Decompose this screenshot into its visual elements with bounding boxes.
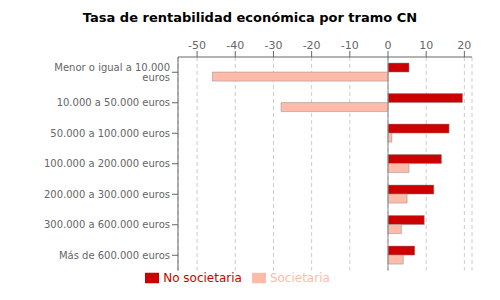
svg-text:200.000 a 300.000 euros: 200.000 a 300.000 euros — [44, 189, 170, 200]
svg-text:Menor o igual a 10.000euros: Menor o igual a 10.000euros — [54, 62, 170, 83]
svg-text:50.000 a 100.000 euros: 50.000 a 100.000 euros — [50, 128, 170, 139]
svg-text:-10: -10 — [341, 39, 359, 52]
svg-text:10: 10 — [419, 39, 433, 52]
html-text:Tasa de rentabilidad económica: Tasa de rentabilidad económica por tramo… — [82, 10, 418, 25]
svg-text:-50: -50 — [188, 39, 206, 52]
svg-text:-40: -40 — [226, 39, 244, 52]
svg-text:-30: -30 — [264, 39, 282, 52]
svg-text:0: 0 — [385, 39, 392, 52]
svg-text:100.000 a 200.000 euros: 100.000 a 200.000 euros — [44, 158, 170, 169]
html-text:No societaria: No societaria — [163, 270, 242, 285]
svg-text:Más de 600.000 euros: Más de 600.000 euros — [59, 250, 170, 261]
svg-text:10.000 a 50.000 euros: 10.000 a 50.000 euros — [57, 97, 170, 108]
html-text:Societaria: Societaria — [269, 270, 330, 285]
svg-text:300.000 a 600.000 euros: 300.000 a 600.000 euros — [44, 219, 170, 230]
svg-text:20: 20 — [457, 39, 471, 52]
svg-text:-20: -20 — [303, 39, 321, 52]
